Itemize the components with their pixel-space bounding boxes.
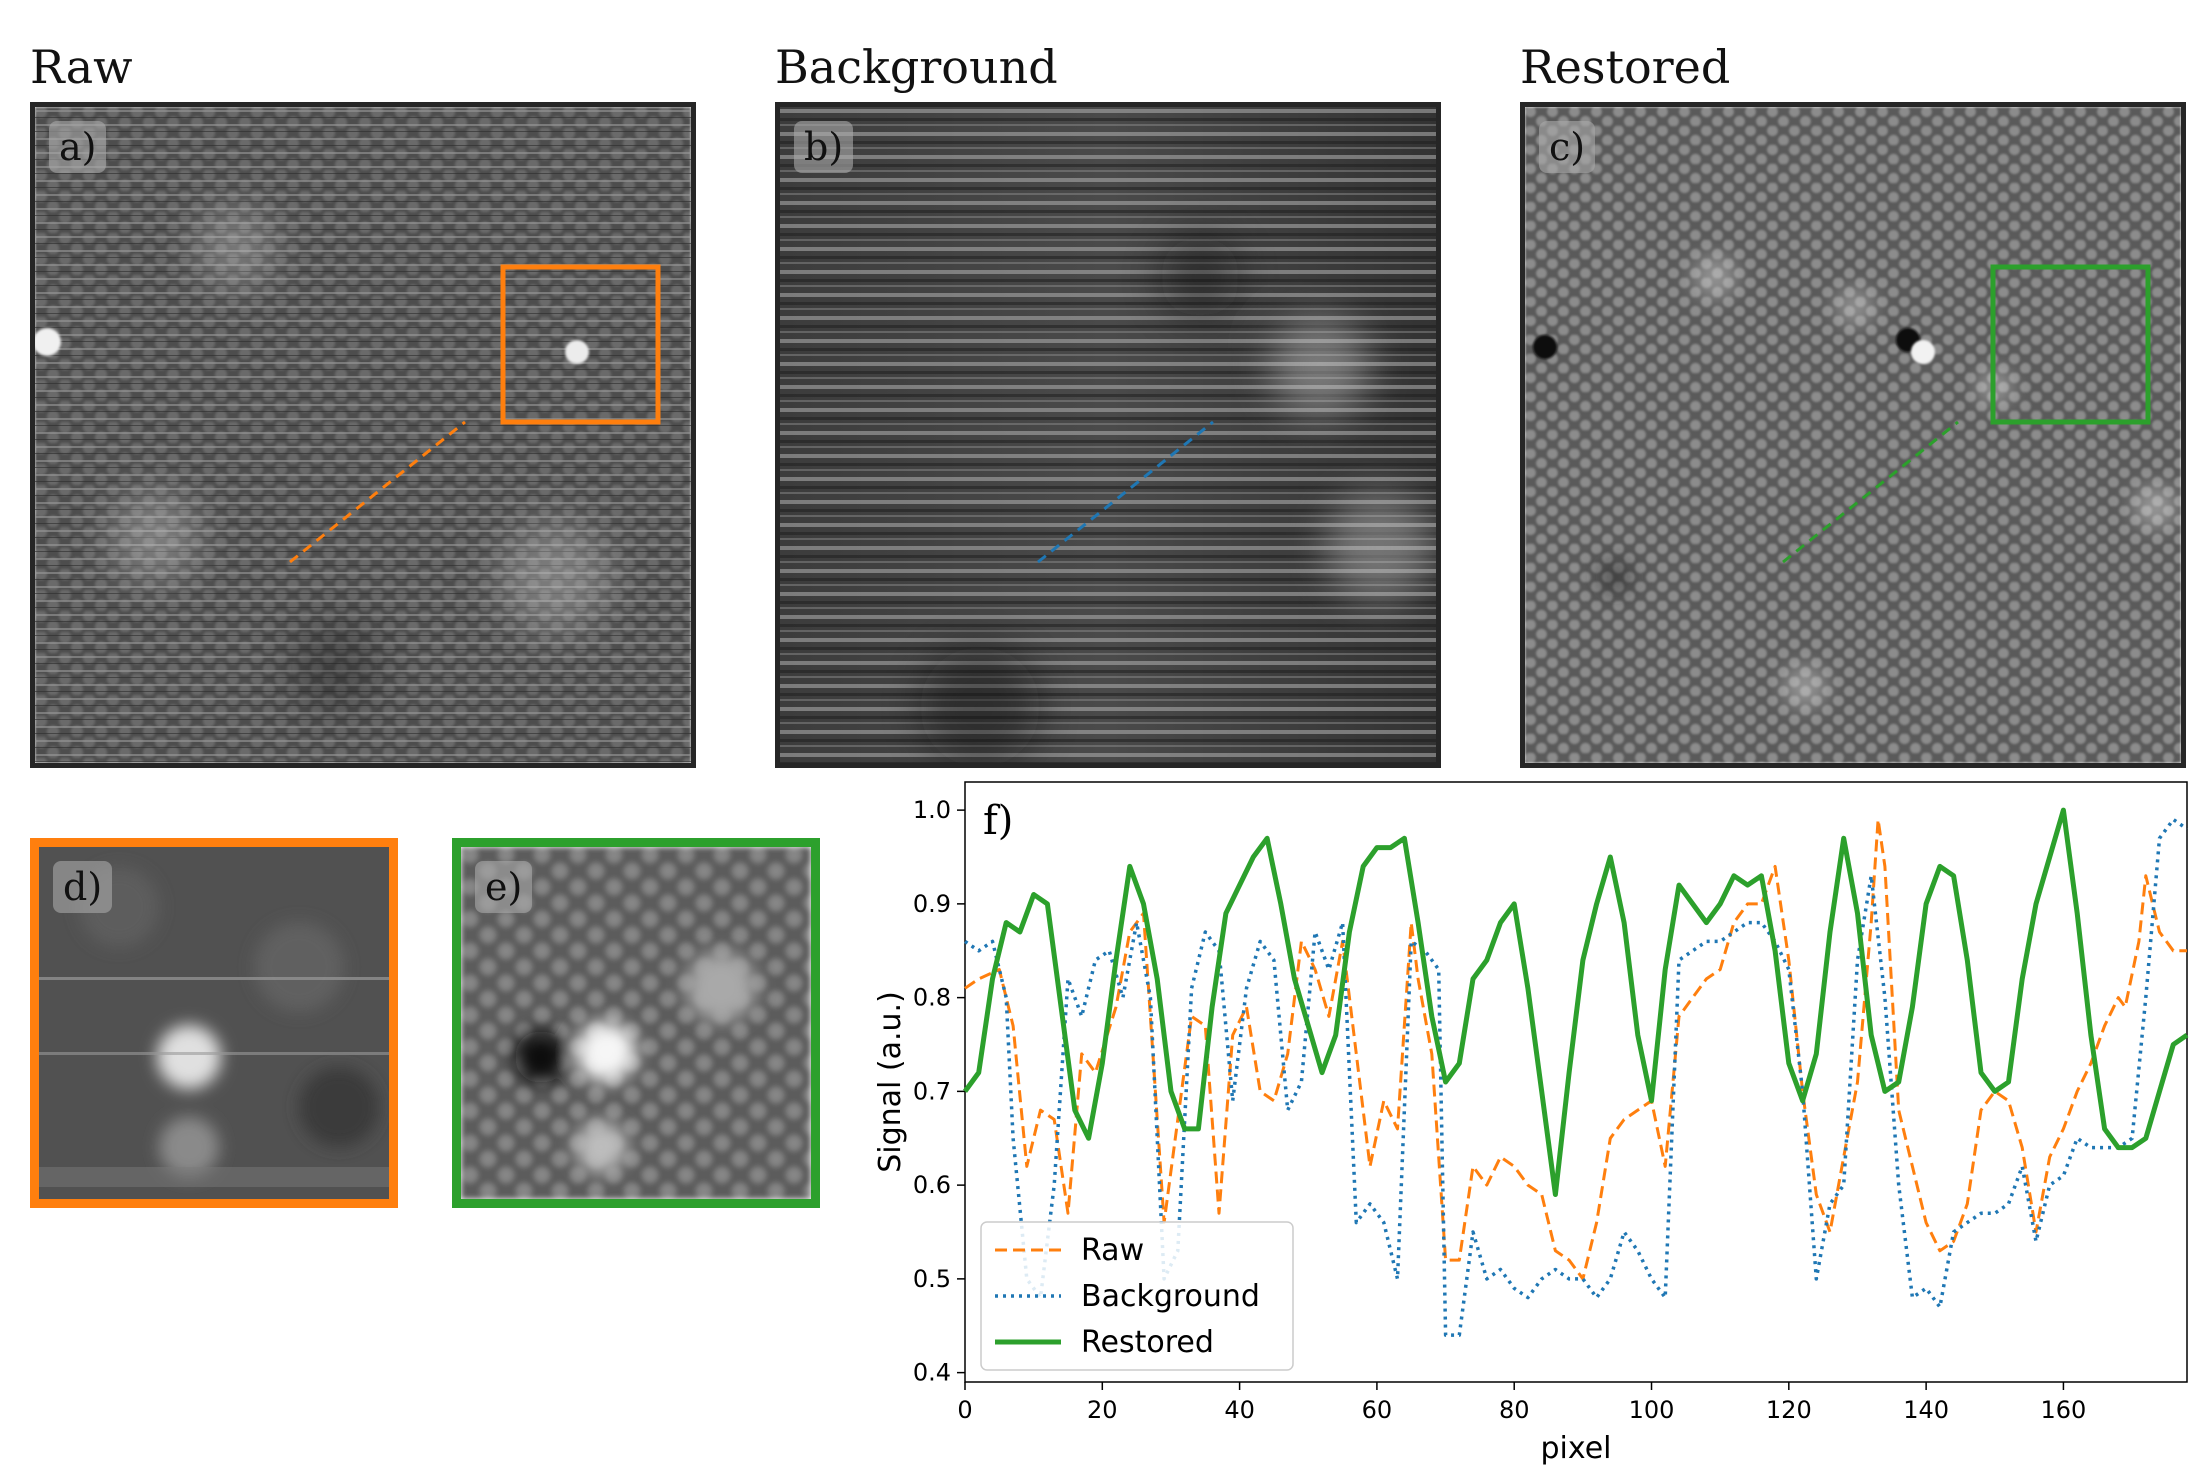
raw-zoom-panel: d) [30, 838, 398, 1208]
y-tick-label: 0.4 [913, 1359, 951, 1387]
profile-line-chart: 0 20 40 60 80 100 120 140 160 0.4 0.5 0.6 0.7 0.8 0.9 1… [873, 781, 2189, 1466]
raw-zoom-image [39, 847, 389, 1199]
x-tick-label: 100 [1629, 1396, 1675, 1424]
plot-frame [964, 781, 2188, 1383]
legend-box [980, 1221, 1294, 1371]
raw-profile-line [289, 420, 466, 564]
legend-label-raw: Raw [1081, 1233, 1144, 1268]
panel-label-e: e) [475, 861, 533, 913]
legend-label-background: Background [1081, 1279, 1260, 1314]
x-tick-label: 120 [1766, 1396, 1812, 1424]
y-tick-label: 0.5 [913, 1265, 951, 1293]
restored-image-panel: c) [1520, 102, 2186, 768]
background-image-panel: b) [775, 102, 1441, 768]
background-profile-line [1037, 420, 1214, 564]
raw-image-panel: a) [30, 102, 696, 768]
title-restored: Restored [1520, 40, 1731, 94]
x-tick-label: 60 [1362, 1396, 1393, 1424]
y-axis-label: Signal (a.u.) [873, 991, 908, 1173]
x-axis-label: pixel [1540, 1431, 1611, 1466]
legend-label-restored: Restored [1081, 1325, 1214, 1360]
x-tick-label: 0 [957, 1396, 972, 1424]
title-raw: Raw [30, 40, 133, 94]
y-tick-label: 0.9 [913, 890, 951, 918]
raw-zoom-box [500, 264, 661, 425]
y-tick-label: 0.8 [913, 984, 951, 1012]
panel-label-b: b) [794, 121, 854, 173]
background-stm-image [780, 107, 1436, 763]
restored-zoom-panel: e) [452, 838, 820, 1208]
title-background: Background [775, 40, 1058, 94]
x-tick-label: 140 [1903, 1396, 1949, 1424]
series-line-restored [962, 807, 2189, 1197]
x-tick-label: 40 [1224, 1396, 1255, 1424]
panel-label-c: c) [1539, 121, 1596, 173]
restored-stm-image [1525, 107, 2181, 763]
legend: Raw Background Restored [980, 1221, 1294, 1371]
x-tick-label: 160 [2041, 1396, 2087, 1424]
panel-label-d: d) [53, 861, 113, 913]
restored-zoom-box [1990, 264, 2151, 425]
restored-profile-line [1782, 420, 1959, 564]
y-tick-label: 0.6 [913, 1171, 951, 1199]
raw-stm-image [35, 107, 691, 763]
x-tick-label: 80 [1499, 1396, 1530, 1424]
panel-label-a: a) [49, 121, 107, 173]
panel-label-f: f) [983, 798, 1013, 844]
series-line-raw [964, 818, 2187, 1281]
y-tick-label: 0.7 [913, 1077, 951, 1105]
y-tick-label: 1.0 [913, 796, 951, 824]
x-tick-label: 20 [1087, 1396, 1118, 1424]
